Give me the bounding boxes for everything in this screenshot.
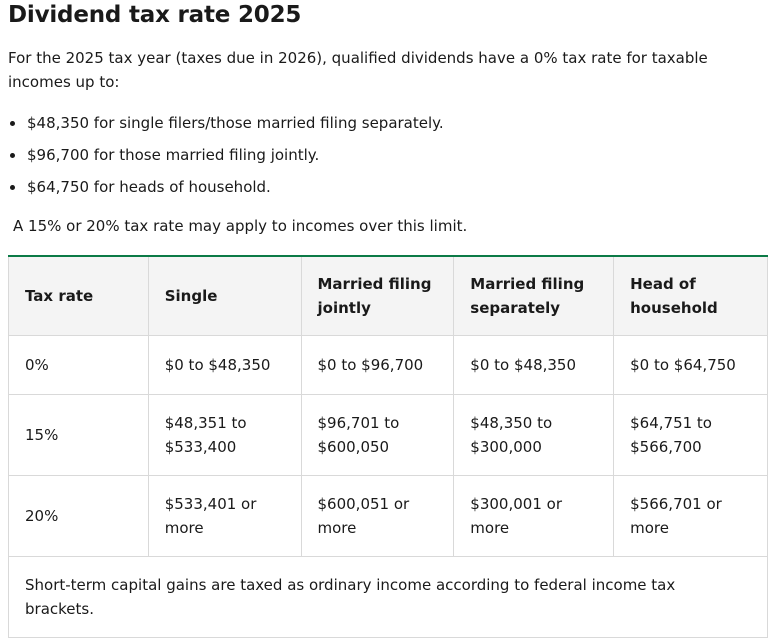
- header-single: Single: [147, 256, 302, 336]
- table-row: 0% $0 to $48,350 $0 to $96,700 $0 to $48…: [8, 334, 768, 395]
- table-footnote: Short-term capital gains are taxed as or…: [8, 555, 768, 638]
- table-row: 20% $533,401 or more $600,051 or more $3…: [8, 474, 768, 557]
- section-title: Dividend tax rate 2025: [8, 2, 302, 28]
- cell-married-separately: $300,001 or more: [453, 474, 615, 557]
- cell-single: $0 to $48,350: [147, 334, 302, 395]
- cell-tax-rate: 15%: [8, 393, 149, 476]
- rate-note: A 15% or 20% tax rate may apply to incom…: [13, 217, 468, 235]
- cell-married-jointly: $96,701 to $600,050: [300, 393, 455, 476]
- cell-married-jointly: $600,051 or more: [300, 474, 455, 557]
- cell-single: $533,401 or more: [147, 474, 302, 557]
- table-row: 15% $48,351 to $533,400 $96,701 to $600,…: [8, 393, 768, 476]
- cell-head-of-household: $0 to $64,750: [613, 334, 768, 395]
- cell-married-separately: $48,350 to $300,000: [453, 393, 615, 476]
- cell-married-separately: $0 to $48,350: [453, 334, 615, 395]
- cell-married-jointly: $0 to $96,700: [300, 334, 455, 395]
- list-item: $48,350 for single filers/those married …: [8, 111, 444, 135]
- header-married-jointly: Married filing jointly: [300, 256, 455, 336]
- income-limit-list: $48,350 for single filers/those married …: [8, 111, 444, 207]
- dividend-tax-rate-table: Tax rate Single Married filing jointly M…: [8, 255, 768, 638]
- table-footer-row: Short-term capital gains are taxed as or…: [8, 555, 768, 638]
- cell-head-of-household: $64,751 to $566,700: [613, 393, 768, 476]
- header-tax-rate: Tax rate: [8, 256, 149, 336]
- cell-tax-rate: 20%: [8, 474, 149, 557]
- cell-tax-rate: 0%: [8, 334, 149, 395]
- cell-single: $48,351 to $533,400: [147, 393, 302, 476]
- intro-paragraph: For the 2025 tax year (taxes due in 2026…: [8, 49, 708, 91]
- header-married-separately: Married filing separately: [453, 256, 615, 336]
- header-head-of-household: Head of household: [613, 256, 768, 336]
- table-header-row: Tax rate Single Married filing jointly M…: [8, 256, 768, 336]
- list-item: $64,750 for heads of household.: [8, 175, 444, 199]
- cell-head-of-household: $566,701 or more: [613, 474, 768, 557]
- list-item: $96,700 for those married filing jointly…: [8, 143, 444, 167]
